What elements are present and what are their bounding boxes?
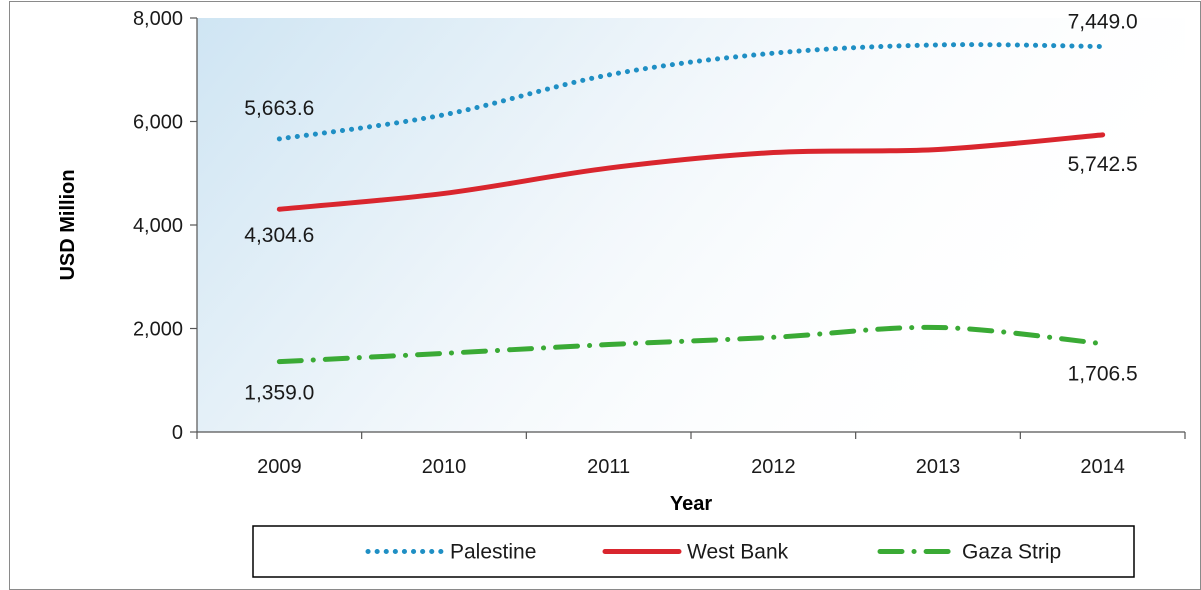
legend-label-west-bank: West Bank [687, 541, 789, 564]
axes: 0 2,000 4,000 6,000 8,000 2009 2010 2011 2012 201… [133, 8, 1186, 478]
x-axis-title: Year [670, 493, 712, 515]
legend-box [252, 525, 1135, 578]
legend-label-gaza-strip: Gaza Strip [962, 541, 1061, 564]
x-tick-label: 2012 [751, 456, 796, 478]
x-tick-label: 2010 [422, 456, 467, 478]
y-tick-label: 2,000 [133, 319, 183, 341]
legend-item-palestine: Palestine [365, 541, 536, 564]
legend-item-gaza-strip: Gaza Strip [877, 541, 1061, 564]
data-label-west-bank: 5,742.5 [1068, 153, 1138, 176]
y-tick-label: 6,000 [133, 112, 183, 134]
x-tick-label: 2014 [1080, 456, 1125, 478]
data-label-gaza-strip: 1,359.0 [244, 382, 314, 405]
y-tick-label: 8,000 [133, 8, 183, 30]
series-layer [276, 42, 1106, 365]
series-line-west-bank [276, 132, 1106, 212]
data-label-palestine: 5,663.6 [244, 97, 314, 120]
legend-item-west-bank: West Bank [602, 541, 789, 564]
x-tick-label: 2013 [916, 456, 961, 478]
data-labels: 5,663.6 7,449.0 4,304.6 5,742.5 1,359.0 1,706… [244, 11, 1137, 405]
legend-label-palestine: Palestine [450, 541, 536, 564]
plot-area [197, 18, 1185, 432]
x-tick-label: 2011 [587, 456, 630, 478]
series-line-gaza-strip [276, 324, 1106, 365]
data-label-gaza-strip: 1,706.5 [1068, 363, 1138, 386]
y-tick-label: 0 [172, 422, 183, 444]
series-line-palestine [276, 42, 1106, 142]
y-axis-title: USD Million [57, 169, 79, 280]
legend: Palestine West Bank Gaza Strip [252, 525, 1135, 578]
x-tick-label: 2009 [257, 456, 302, 478]
data-label-palestine: 7,449.0 [1068, 11, 1138, 34]
data-label-west-bank: 4,304.6 [244, 224, 314, 247]
y-tick-label: 4,000 [133, 215, 183, 237]
